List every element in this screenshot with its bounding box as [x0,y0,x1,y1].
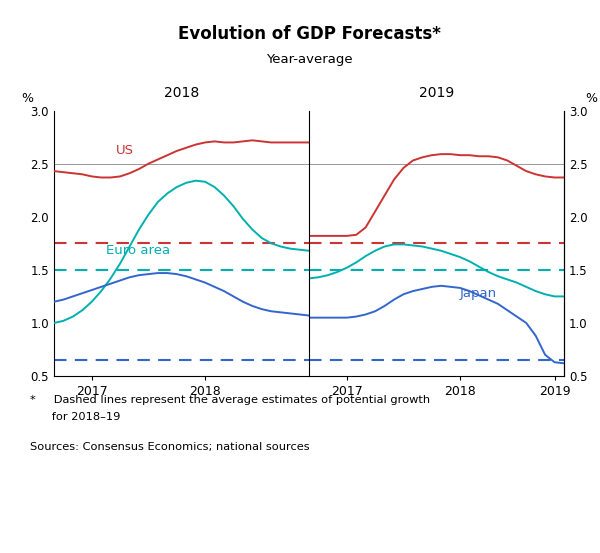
Text: Sources: Consensus Economics; national sources: Sources: Consensus Economics; national s… [30,442,310,452]
Text: *     Dashed lines represent the average estimates of potential growth: * Dashed lines represent the average est… [30,395,430,405]
Text: Euro area: Euro area [106,244,170,257]
Text: %: % [585,92,597,105]
Text: Evolution of GDP Forecasts*: Evolution of GDP Forecasts* [178,25,440,43]
Text: Year-average: Year-average [266,53,352,66]
Text: %: % [21,92,33,105]
Text: for 2018–19: for 2018–19 [30,412,121,422]
Text: 2018: 2018 [164,86,199,100]
Text: US: US [115,144,133,157]
Text: Japan: Japan [460,286,497,300]
Text: 2019: 2019 [419,86,454,100]
